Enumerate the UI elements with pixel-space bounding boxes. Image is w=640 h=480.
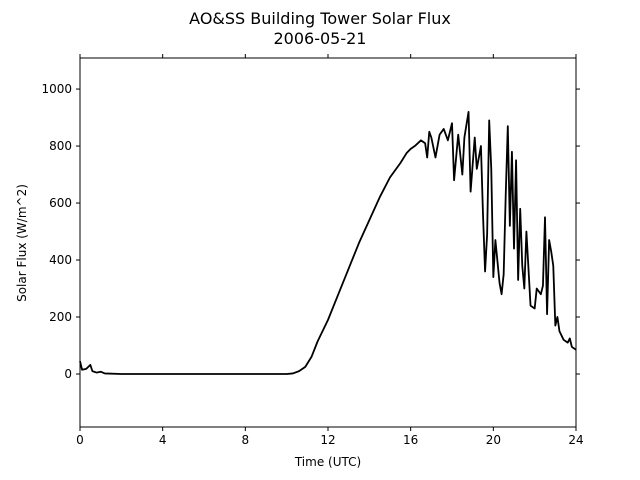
x-tick-label: 12 (320, 433, 335, 447)
y-axis-label: Solar Flux (W/m^2) (15, 184, 29, 302)
y-tick-label: 600 (49, 196, 72, 210)
x-tick-label: 0 (76, 433, 84, 447)
x-tick-label: 20 (486, 433, 501, 447)
y-tick-label: 400 (49, 253, 72, 267)
x-tick-label: 16 (403, 433, 418, 447)
x-tick-label: 8 (242, 433, 250, 447)
y-tick-label: 0 (64, 367, 72, 381)
y-tick-label: 1000 (41, 82, 72, 96)
x-tick-label: 4 (159, 433, 167, 447)
data-line (79, 110, 577, 375)
plot-frame (79, 57, 577, 428)
chart-subtitle: 2006-05-21 (274, 29, 367, 48)
x-tick-label: 24 (568, 433, 583, 447)
y-tick-label: 200 (49, 310, 72, 324)
y-tick-label: 800 (49, 139, 72, 153)
chart-title: AO&SS Building Tower Solar Flux (189, 9, 451, 28)
x-axis-label: Time (UTC) (294, 455, 361, 469)
